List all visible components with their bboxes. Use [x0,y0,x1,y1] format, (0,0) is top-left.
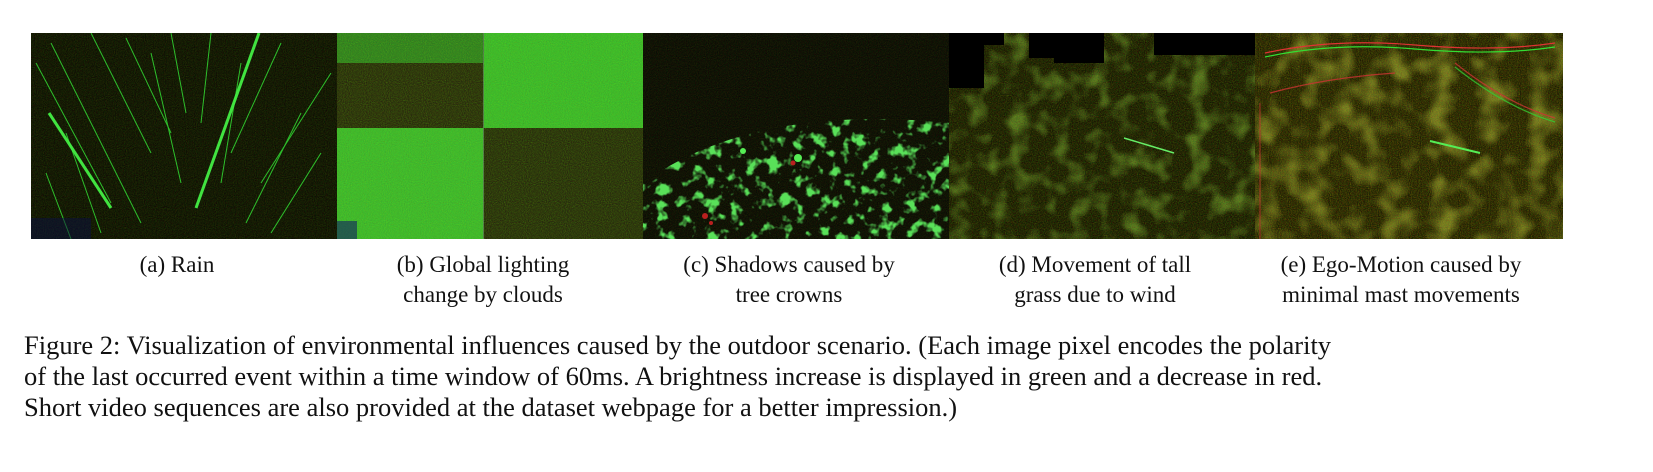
subcaption-c-line-1: (c) Shadows caused by [683,252,895,277]
subcaption-e-line-1: (e) Ego-Motion caused by [1280,252,1522,277]
figure-caption: Figure 2: Visualization of environmental… [24,330,1634,423]
event-image-rain [31,33,339,239]
subcaption-d: (d) Movement of tall grass due to wind [930,250,1260,310]
subcaption-e-line-2: minimal mast movements [1282,282,1520,307]
subcaption-b-line-1: (b) Global lighting [396,252,570,277]
event-image-ego-motion [1255,33,1563,239]
subcaption-d-line-2: grass due to wind [1014,282,1176,307]
caption-line-1: Figure 2: Visualization of environmental… [24,330,1332,360]
subcaption-a: (a) Rain [12,250,342,280]
subcaption-b: (b) Global lighting change by clouds [318,250,648,310]
subcaption-a-line-1: (a) Rain [139,252,215,277]
subcaption-e: (e) Ego-Motion caused by minimal mast mo… [1236,250,1566,310]
event-image-tall-grass [949,33,1257,239]
subcaption-c: (c) Shadows caused by tree crowns [624,250,954,310]
subcaption-c-line-2: tree crowns [735,282,843,307]
event-image-shadows [643,33,951,239]
subcaption-d-line-1: (d) Movement of tall [998,252,1192,277]
event-image-global-lighting [337,33,645,239]
subcaption-b-line-2: change by clouds [403,282,563,307]
caption-line-2: of the last occurred event within a time… [24,361,1323,391]
caption-line-3: Short video sequences are also provided … [24,392,958,422]
